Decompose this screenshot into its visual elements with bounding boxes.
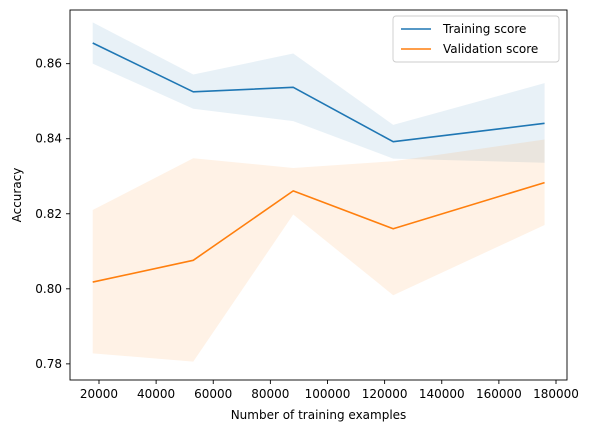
legend-label-1: Validation score bbox=[443, 42, 538, 56]
y-tick-label: 0.84 bbox=[35, 132, 62, 146]
confidence-band-0 bbox=[92, 22, 545, 163]
legend-box bbox=[392, 15, 560, 63]
x-tick-label: 80000 bbox=[251, 387, 289, 401]
y-tick-label: 0.86 bbox=[35, 57, 62, 71]
x-tick-label: 20000 bbox=[80, 387, 118, 401]
x-axis-label: Number of training examples bbox=[231, 408, 407, 422]
legend-label-0: Training score bbox=[442, 22, 526, 36]
series-line-1 bbox=[92, 181, 545, 283]
confidence-bands bbox=[92, 22, 545, 362]
y-tick-label: 0.80 bbox=[35, 282, 62, 296]
x-tick-label: 180000 bbox=[533, 387, 579, 401]
y-axis-label: Accuracy bbox=[10, 168, 24, 223]
y-axis-ticks: 0.78 0.80 0.82 0.84 0.86 bbox=[35, 57, 70, 371]
x-tick-label: 60000 bbox=[194, 387, 232, 401]
x-tick-label: 100000 bbox=[305, 387, 351, 401]
x-tick-label: 160000 bbox=[476, 387, 522, 401]
x-tick-label: 140000 bbox=[419, 387, 465, 401]
confidence-band-1 bbox=[92, 139, 545, 362]
series-line-0 bbox=[92, 42, 545, 143]
y-tick-label: 0.78 bbox=[35, 357, 62, 371]
plot-frame bbox=[69, 9, 568, 381]
y-tick-label: 0.82 bbox=[35, 207, 62, 221]
x-axis-ticks: 20000 40000 60000 80000 100000 120000 140000 16… bbox=[80, 380, 579, 401]
x-tick-label: 40000 bbox=[137, 387, 175, 401]
legend: Training score Validation score bbox=[392, 15, 560, 63]
series-lines bbox=[92, 42, 545, 283]
x-tick-label: 120000 bbox=[362, 387, 408, 401]
